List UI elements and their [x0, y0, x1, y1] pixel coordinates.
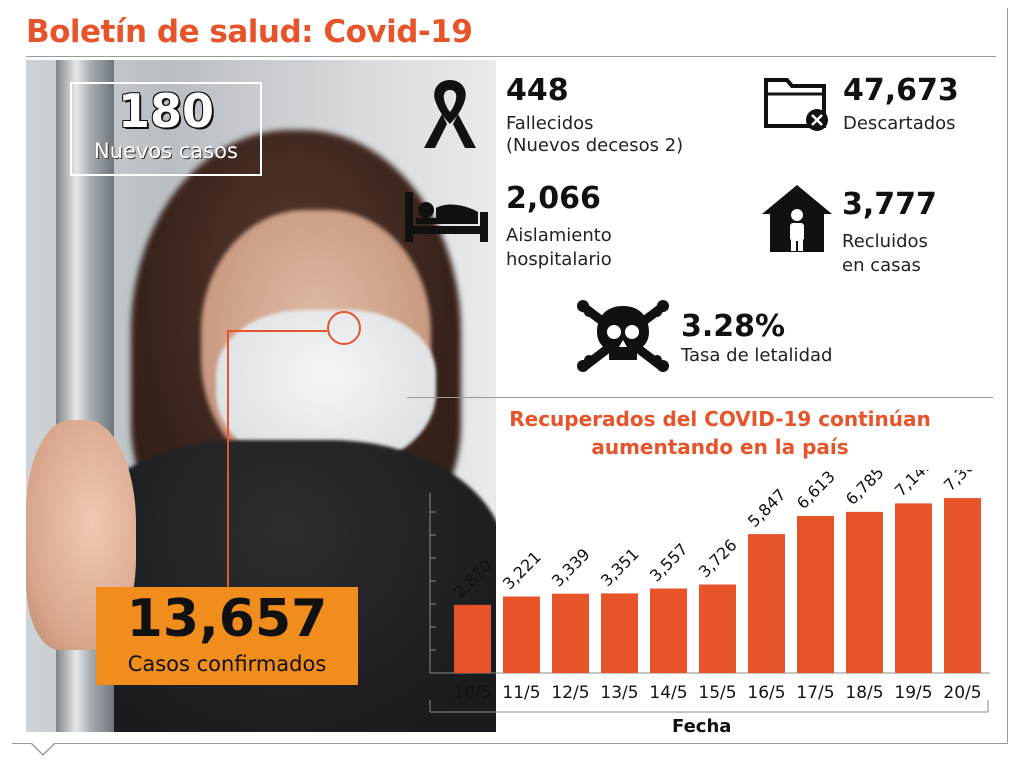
infographic-frame	[12, 8, 1008, 744]
stat-discarded: 47,673 Descartados	[763, 74, 993, 144]
bar-12-5	[552, 593, 589, 673]
x-tick-label-19-5: 19/5	[894, 683, 932, 703]
chart-title: Recuperados del COVID-19 continúan aumen…	[470, 405, 970, 461]
data-label-10-5: 2,870	[450, 556, 496, 602]
title-divider	[26, 56, 996, 57]
callout-line-vertical	[227, 330, 229, 590]
bar-16-5	[748, 534, 785, 673]
bar-20-5	[944, 498, 981, 673]
lethality-label: Tasa de letalidad	[681, 345, 833, 366]
data-label-19-5: 7,142	[891, 470, 937, 500]
frame-pointer	[30, 742, 56, 756]
data-label-13-5: 3,351	[597, 544, 643, 590]
x-tick-label-17-5: 17/5	[796, 683, 834, 703]
bar-11-5	[503, 596, 540, 673]
data-label-15-5: 3,726	[695, 536, 741, 582]
page-title: Boletín de salud: Covid-19	[26, 14, 473, 50]
x-tick-label-10-5: 10/5	[453, 683, 491, 703]
x-axis-label: Fecha	[666, 716, 738, 737]
ribbon-icon	[424, 80, 476, 148]
hospital-bed-icon	[405, 192, 488, 242]
x-tick-label-15-5: 15/5	[698, 683, 736, 703]
data-label-16-5: 5,847	[744, 485, 790, 531]
home-value: 3,777	[842, 187, 937, 222]
confirmed-cases-value: 13,657	[126, 589, 328, 649]
house-person-icon	[762, 185, 832, 252]
chart-title-line-2: aumentando en la país	[591, 435, 849, 459]
x-tick-label-18-5: 18/5	[845, 683, 883, 703]
home-sublabel: en casas	[842, 255, 921, 276]
x-tick-label-20-5: 20/5	[943, 683, 981, 703]
data-label-11-5: 3,221	[499, 548, 545, 594]
bar-13-5	[601, 593, 638, 673]
folder-x-icon	[764, 78, 828, 131]
stat-hospital: 2,066 Aislamiento hospitalario	[402, 182, 702, 272]
x-tick-label-13-5: 13/5	[600, 683, 638, 703]
data-label-12-5: 3,339	[548, 545, 594, 591]
bar-10-5	[454, 604, 491, 673]
callout-ring-icon	[327, 311, 361, 345]
new-cases-value: 180	[117, 84, 215, 138]
stat-deaths: 448 Fallecidos (Nuevos decesos 2)	[420, 74, 720, 164]
bar-17-5	[797, 515, 834, 673]
stat-lethality: 3.28% Tasa de letalidad	[575, 300, 875, 374]
stat-home: 3,777 Recluidos en casas	[760, 182, 990, 278]
recovered-bar-chart: 2,870 10/5 3,221 11/5 3,339 12/5 3,351 13/5 3,55…	[429, 470, 990, 713]
x-tick-label-11-5: 11/5	[502, 683, 540, 703]
x-tick-label-14-5: 14/5	[649, 683, 687, 703]
confirmed-cases-label: Casos confirmados	[127, 652, 327, 676]
callout-line-horizontal	[227, 330, 327, 332]
deaths-label: Fallecidos	[506, 113, 594, 134]
hospital-sublabel: hospitalario	[506, 249, 612, 270]
data-label-17-5: 6,613	[793, 470, 839, 513]
hospital-label: Aislamiento	[506, 225, 612, 246]
bar-14-5	[650, 588, 687, 673]
skull-crossbones-icon	[577, 300, 669, 372]
chart-title-line-1: Recuperados del COVID-19 continúan	[509, 407, 931, 431]
discarded-label: Descartados	[843, 113, 956, 134]
confirmed-cases-box: 13,657 Casos confirmados	[96, 587, 358, 685]
data-label-20-5: 7,366	[940, 470, 986, 495]
lethality-value: 3.28%	[681, 309, 786, 344]
data-label-18-5: 6,785	[842, 470, 888, 509]
hospital-value: 2,066	[506, 181, 601, 216]
x-tick-label-12-5: 12/5	[551, 683, 589, 703]
bar-19-5	[895, 503, 932, 673]
data-label-14-5: 3,557	[646, 540, 692, 586]
x-tick-label-16-5: 16/5	[747, 683, 785, 703]
new-cases-box: 180 Nuevos casos	[70, 82, 262, 176]
new-cases-label: Nuevos casos	[94, 139, 238, 163]
bar-15-5	[699, 584, 736, 673]
discarded-value: 47,673	[843, 73, 959, 108]
chart-divider	[407, 397, 993, 398]
bar-18-5	[846, 511, 883, 673]
home-label: Recluidos	[842, 231, 928, 252]
deaths-sublabel: (Nuevos decesos 2)	[506, 135, 684, 156]
deaths-value: 448	[506, 73, 569, 108]
